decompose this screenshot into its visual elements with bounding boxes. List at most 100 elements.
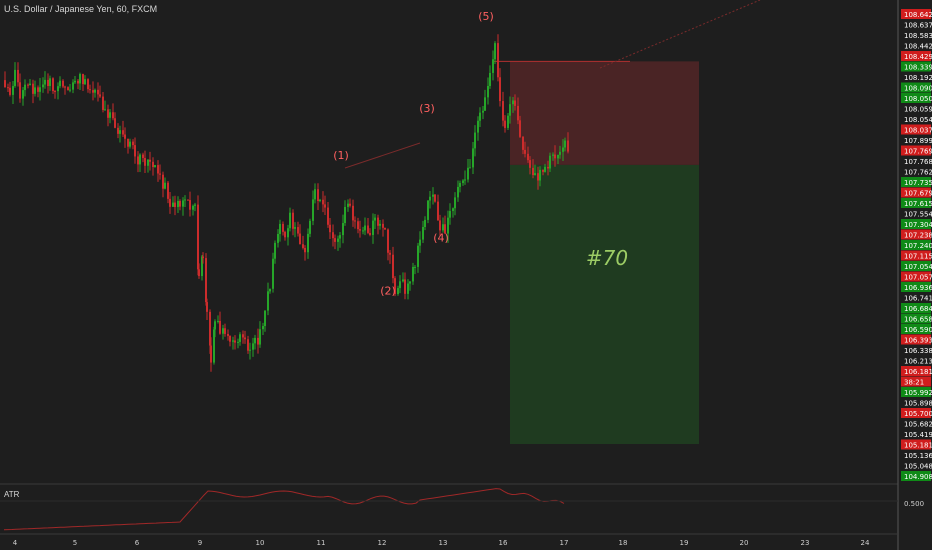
candle [219,320,221,334]
candle [482,110,484,113]
candle [164,182,166,189]
price-label: 108.442 [904,43,932,51]
candle [367,225,369,233]
price-label: 107.769 [901,145,932,156]
candle [364,225,366,231]
candle [407,283,409,294]
candle [309,220,311,234]
trend-line [344,142,421,169]
candle [59,80,61,87]
atr-label: ATR [4,490,20,499]
candle [509,104,511,116]
candle [149,159,151,162]
candle [419,239,421,246]
svg-text:105.700: 105.700 [904,410,932,418]
candle [29,83,31,86]
candle [484,97,486,111]
svg-text:107.054: 107.054 [904,263,932,271]
candle [289,212,291,229]
candle [397,288,399,295]
candle [14,69,16,87]
price-label: 106.213 [904,358,932,366]
x-tick-label: 16 [499,539,508,547]
svg-text:107.115: 107.115 [904,253,932,261]
candle [552,154,554,156]
candle [42,84,44,88]
price-label: 106.338 [904,347,932,355]
chart-title: U.S. Dollar / Japanese Yen, 60, FXCM [4,4,158,14]
candle [179,200,181,207]
candle [467,167,469,180]
candle [349,203,351,206]
candle [312,199,314,221]
svg-text:107.057: 107.057 [904,274,932,282]
candle [284,231,286,238]
candle [197,204,199,270]
candle [224,328,226,334]
candle [354,220,356,222]
wave-label: (5) [478,10,494,23]
candle [32,83,34,94]
candle [97,89,99,95]
price-label: 107.115 [901,250,932,261]
x-tick-label: 6 [135,539,140,547]
x-tick-label: 24 [861,539,870,547]
svg-text:106.741: 106.741 [904,295,932,303]
candle [362,230,364,232]
x-tick-label: 20 [740,539,749,547]
candle [517,105,519,121]
candle [427,200,429,220]
x-tick-label: 18 [619,539,628,547]
candle [169,198,171,207]
candle [384,227,386,230]
svg-text:108.642: 108.642 [904,11,932,19]
price-label: 107.679 [901,187,932,198]
candle [502,101,504,121]
candle [39,87,41,92]
svg-text:107.735: 107.735 [904,179,932,187]
svg-text:105.136: 105.136 [904,452,932,460]
candle [402,279,404,282]
candle [34,87,36,94]
candle [332,232,334,239]
candle [292,212,294,229]
candle [17,69,19,83]
candle [294,227,296,229]
candle [147,159,149,166]
candle [439,220,441,231]
svg-text:105.048: 105.048 [904,463,932,471]
candle [507,115,509,128]
trade-target-zone [510,164,699,445]
candle [512,100,514,105]
candle [194,204,196,206]
candle [152,161,154,168]
price-label: 108.339 [901,61,932,72]
candle [213,329,215,363]
candle [9,87,11,95]
candle [129,141,131,147]
candle [352,205,354,221]
candle [84,79,86,85]
candle [210,345,212,363]
price-label: 105.898 [904,400,932,408]
candle [222,328,224,334]
candle [344,206,346,224]
candle [464,179,466,181]
candle [534,173,536,176]
wave-label: (4) [433,232,449,245]
candle [247,339,249,351]
svg-text:106.338: 106.338 [904,347,932,355]
candle [214,321,216,330]
candle [457,186,459,198]
price-label: 38:21 [901,376,931,387]
price-label: 107.899 [904,137,932,145]
svg-text:105.181: 105.181 [904,442,932,450]
candle [227,333,229,336]
price-label: 105.048 [904,463,932,471]
svg-text:106.590: 106.590 [904,326,932,334]
candle [377,217,379,226]
atr-axis-label: 0.500 [904,500,924,508]
candle [184,199,186,201]
svg-text:105.992: 105.992 [904,389,932,397]
